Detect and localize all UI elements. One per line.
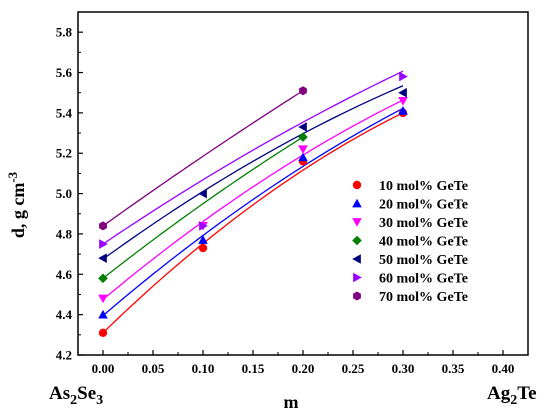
- data-point: [198, 243, 208, 253]
- data-point: [98, 273, 108, 284]
- legend: 10 mol% GeTe 20 mol% GeTe 30 mol% GeTe 40 m…: [352, 179, 468, 305]
- y-tick-label: 5.4: [56, 105, 73, 120]
- legend-marker: [352, 235, 362, 246]
- fit-curve: [102, 85, 404, 260]
- legend-label: 40 mol% GeTe: [379, 235, 468, 250]
- y-tick-label: 4.4: [56, 307, 73, 322]
- y-tick-label: 5.0: [56, 186, 72, 201]
- data-point: [398, 96, 408, 106]
- legend-marker: [353, 291, 361, 301]
- data-point: [99, 239, 108, 249]
- y-axis-ticks: 4.2 4.4 4.6 4.8 5.0 5.2 5.4 5.6 5.8: [56, 25, 83, 363]
- data-point: [299, 86, 307, 96]
- y-tick-label: 5.2: [56, 146, 72, 161]
- data-point: [399, 71, 408, 82]
- x-tick-label: 0.05: [142, 361, 165, 376]
- x-tick-label: 0.30: [392, 361, 415, 376]
- data-point: [98, 294, 108, 304]
- data-point: [298, 122, 307, 132]
- legend-label: 20 mol% GeTe: [379, 198, 468, 213]
- y-tick-label: 5.6: [56, 65, 73, 80]
- y-tick-label: 4.6: [56, 267, 73, 282]
- data-point: [98, 253, 107, 263]
- data-point: [198, 235, 208, 244]
- data-point: [298, 152, 308, 162]
- x-tick-label: 0.40: [492, 361, 515, 376]
- legend-marker: [352, 180, 362, 190]
- x-end-label-right: Ag2Te: [487, 383, 537, 408]
- x-tick-label: 0.25: [342, 361, 365, 376]
- x-tick-label: 0.15: [242, 361, 265, 376]
- data-point: [99, 221, 107, 231]
- data-point: [98, 309, 108, 319]
- legend-marker: [353, 272, 362, 283]
- x-axis-label: m: [284, 392, 299, 412]
- x-tick-label: 0.35: [442, 361, 465, 376]
- legend-label: 10 mol% GeTe: [379, 179, 468, 194]
- data-point: [398, 106, 408, 115]
- legend-marker: [352, 254, 361, 264]
- fit-curve: [102, 99, 404, 301]
- data-point: [298, 145, 308, 154]
- x-tick-label: 0.10: [192, 361, 215, 376]
- legend-label: 50 mol% GeTe: [379, 253, 468, 268]
- data-point: [199, 221, 208, 231]
- legend-label: 60 mol% GeTe: [379, 272, 468, 287]
- legend-marker: [352, 218, 362, 227]
- legend-marker: [352, 198, 362, 208]
- x-axis-ticks: 0.00 0.05 0.10 0.15 0.20 0.25 0.30 0.35 0.40: [92, 350, 515, 376]
- fit-curve: [102, 107, 404, 317]
- fit-curve: [102, 112, 404, 334]
- fit-curves: [102, 70, 404, 334]
- y-tick-label: 5.8: [56, 25, 73, 40]
- data-point: [198, 188, 207, 199]
- y-axis-label-base: d, g cm: [8, 183, 28, 239]
- y-axis-label-exponent: -3: [5, 171, 20, 182]
- x-end-label-left: As2Se3: [49, 383, 103, 408]
- x-tick-label: 0.00: [92, 361, 115, 376]
- legend-label: 70 mol% GeTe: [379, 290, 468, 305]
- data-point: [398, 87, 407, 98]
- legend-label: 30 mol% GeTe: [379, 216, 468, 231]
- y-axis-label: d, g cm-3: [5, 171, 28, 238]
- fit-curve: [102, 90, 304, 227]
- data-point: [298, 132, 308, 142]
- y-tick-label: 4.8: [56, 226, 73, 241]
- fit-curve: [102, 70, 404, 245]
- x-tick-label: 0.20: [292, 361, 315, 376]
- data-point: [98, 328, 108, 338]
- data-points: [98, 71, 408, 338]
- y-tick-label: 4.2: [56, 348, 72, 363]
- fit-curve: [102, 136, 304, 279]
